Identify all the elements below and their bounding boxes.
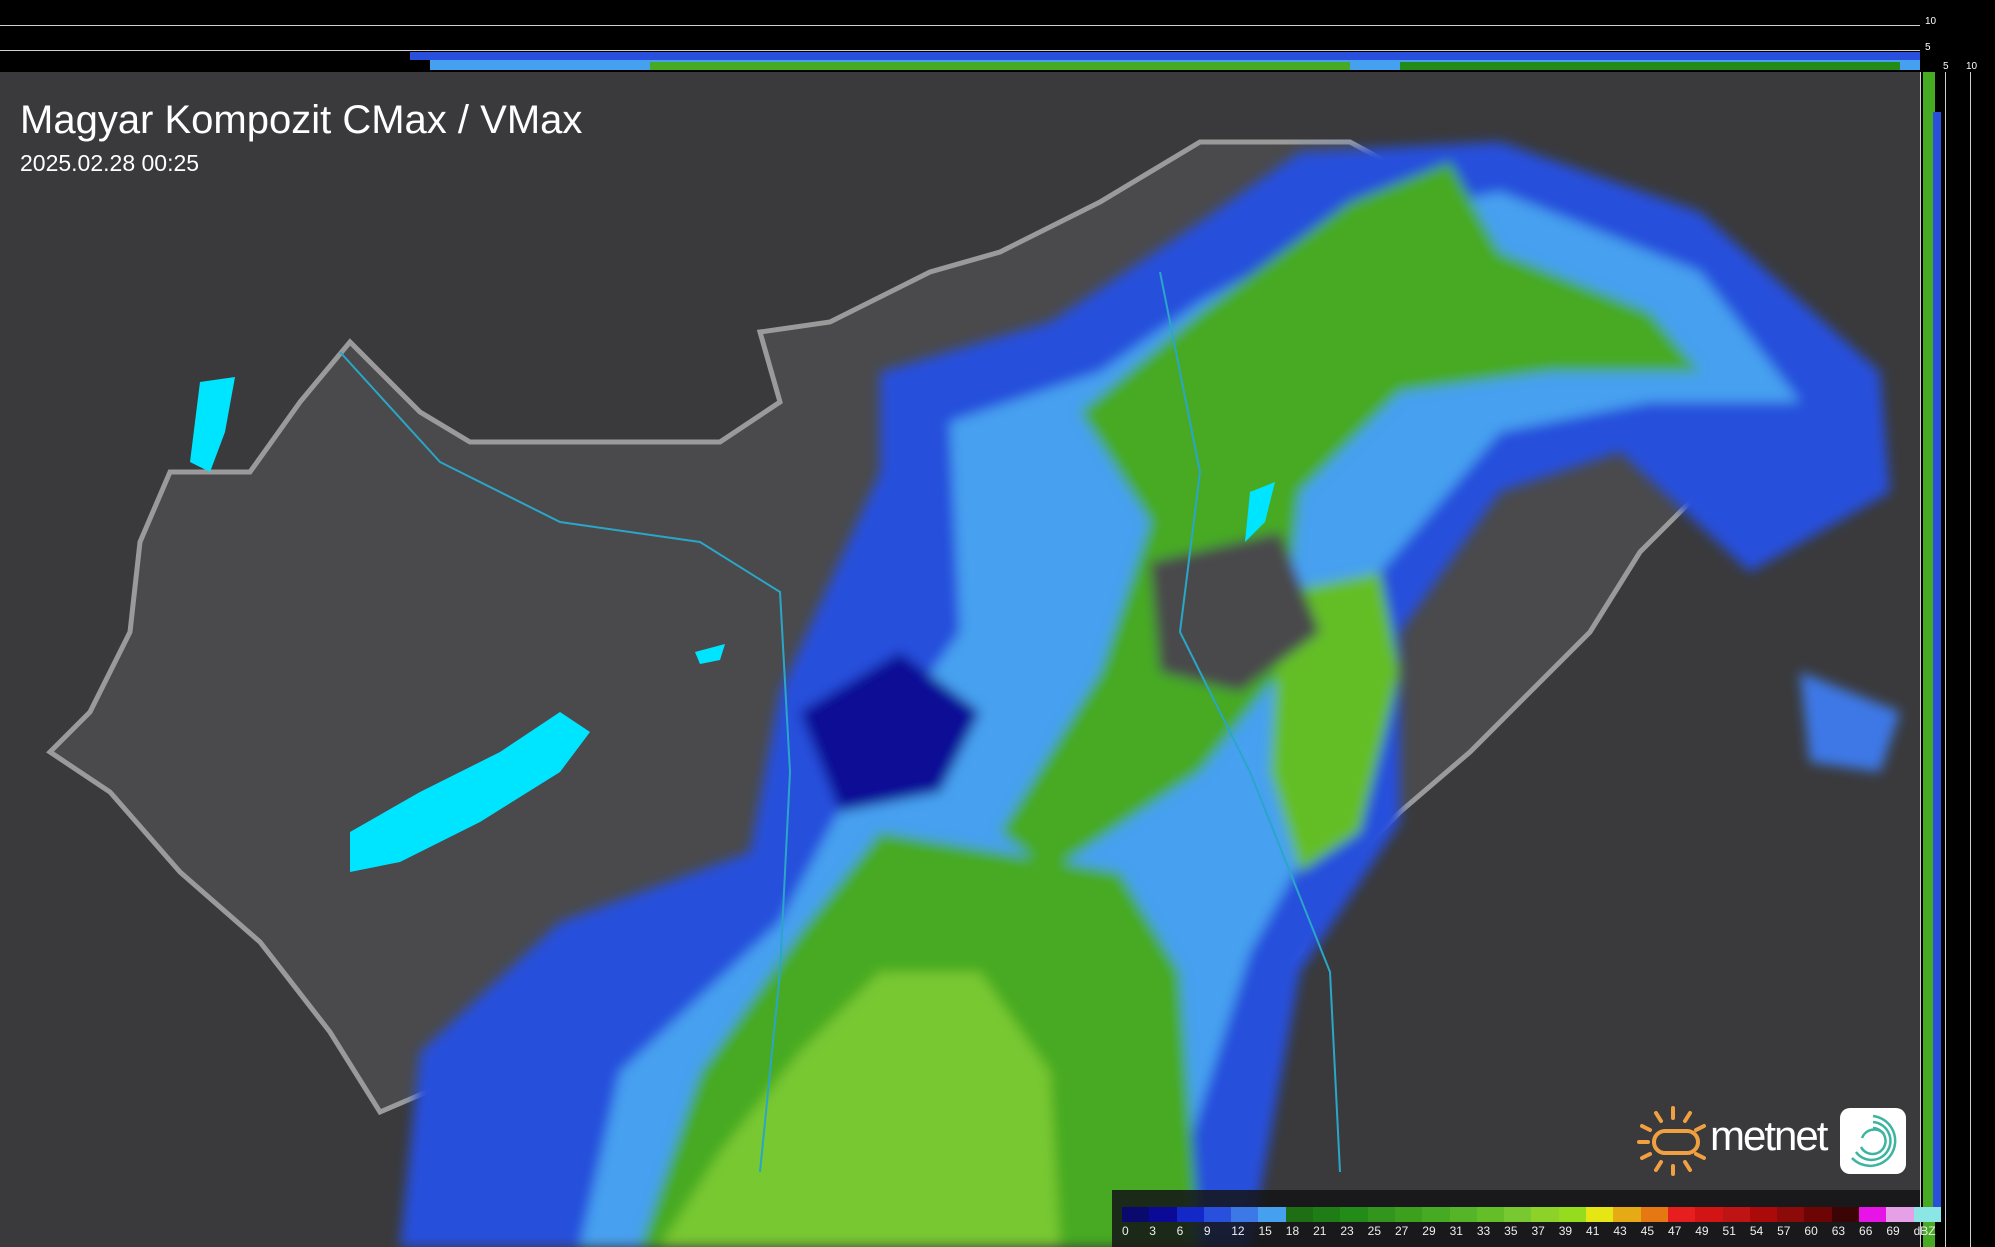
lake-balaton [350,712,590,872]
legend-label: 35 [1504,1224,1518,1238]
legend-label: 37 [1531,1224,1545,1238]
lake-tisza [1245,482,1275,542]
legend-swatch [1285,1207,1314,1222]
legend-label: 27 [1394,1224,1409,1238]
legend-unit: dBZ [1913,1224,1936,1238]
legend-swatch [1504,1207,1532,1222]
legend-swatch [1231,1207,1259,1222]
legend-swatch [1913,1207,1941,1222]
legend-label: 31 [1449,1224,1463,1238]
legend-label: 18 [1285,1224,1300,1238]
dbz-legend: 0 3 6 9 12 15 18 21 23 25 27 29 31 33 35 37 39 41 43 45 47 49… [1112,1190,1941,1247]
legend-label: 54 [1749,1224,1764,1238]
metnet-badge-icon [1840,1108,1906,1174]
legend-label: 43 [1613,1224,1627,1238]
profile-tick-label: 10 [1925,16,1937,27]
sun-logo-icon [1637,1106,1706,1176]
legend-swatch [1613,1207,1641,1222]
profile-gridline [1970,72,1971,1247]
legend-label: 12 [1231,1224,1245,1238]
legend-swatch [1722,1207,1750,1222]
metnet-logo: metnet [1636,1104,1908,1176]
legend-label: 57 [1777,1224,1791,1238]
legend-swatch [1258,1207,1286,1222]
top-profile-strip [0,0,1920,72]
profile-gridline [1920,72,1921,1247]
map-title: Magyar Kompozit CMax / VMax [20,98,583,142]
legend-label: 33 [1476,1224,1491,1238]
legend-label: 45 [1640,1224,1654,1238]
legend-swatch [1149,1207,1177,1222]
map-timestamp: 2025.02.28 00:25 [20,150,200,176]
profile-gridline [0,50,1920,51]
legend-swatch [1340,1207,1368,1222]
legend-swatch [1886,1207,1914,1222]
legend-swatch [1476,1207,1505,1222]
legend-swatch [1367,1207,1395,1222]
legend-label: 0 [1122,1224,1129,1238]
legend-swatch [1640,1207,1668,1222]
radar-map[interactable] [0,72,1920,1247]
profile-gridline [0,25,1920,26]
legend-label: 69 [1886,1224,1900,1238]
legend-swatch [1203,1207,1232,1222]
legend-label: 3 [1149,1224,1156,1238]
legend-label: 15 [1258,1224,1272,1238]
legend-swatch [1313,1207,1341,1222]
legend-swatch [1777,1207,1805,1222]
legend-label: 66 [1859,1224,1873,1238]
legend-swatch [1394,1207,1423,1222]
profile-tick-label: 5 [1925,42,1931,53]
lake-neusiedl [190,377,235,472]
legend-swatch [1176,1207,1204,1222]
profile-tick-label: 5 [1943,61,1949,72]
legend-color-bar [1122,1207,1941,1222]
legend-swatch [1667,1207,1696,1222]
legend-label: 6 [1176,1224,1184,1238]
legend-label: 41 [1586,1224,1600,1238]
legend-swatch [1558,1207,1587,1222]
legend-label: 51 [1722,1224,1736,1238]
legend-label: 23 [1340,1224,1354,1238]
legend-swatch [1804,1207,1832,1222]
side-profile-echoes [1923,72,1941,1247]
legend-label: 49 [1695,1224,1709,1238]
legend-swatch [1531,1207,1559,1222]
legend-swatch [1422,1207,1450,1222]
legend-swatch [1749,1207,1778,1222]
legend-swatch [1859,1207,1887,1222]
legend-swatch [1695,1207,1723,1222]
brand-name: metnet [1710,1112,1828,1159]
legend-label: 39 [1558,1224,1573,1238]
rivers [339,271,1341,1173]
legend-label: 9 [1203,1224,1211,1238]
radar-echoes [400,142,1900,1247]
legend-swatch [1586,1207,1614,1222]
legend-label: 25 [1367,1224,1382,1238]
legend-label: 47 [1667,1224,1682,1238]
legend-swatch [1831,1207,1860,1222]
lake-velence [695,644,725,664]
legend-swatch [1449,1207,1477,1222]
side-profile-strip: 10 5 5 10 [1920,0,1995,1247]
legend-label: 60 [1804,1224,1818,1238]
legend-label: 21 [1313,1224,1327,1238]
legend-label: 63 [1831,1224,1846,1238]
top-profile-echoes [410,52,1920,70]
legend-labels: 0 3 6 9 12 15 18 21 23 25 27 29 31 33 35 37 39 41 43 45 47 49… [1122,1224,1941,1238]
legend-swatch [1122,1207,1150,1222]
profile-gridline [1945,72,1946,1247]
profile-tick-label: 10 [1966,61,1978,72]
legend-label: 29 [1422,1224,1436,1238]
